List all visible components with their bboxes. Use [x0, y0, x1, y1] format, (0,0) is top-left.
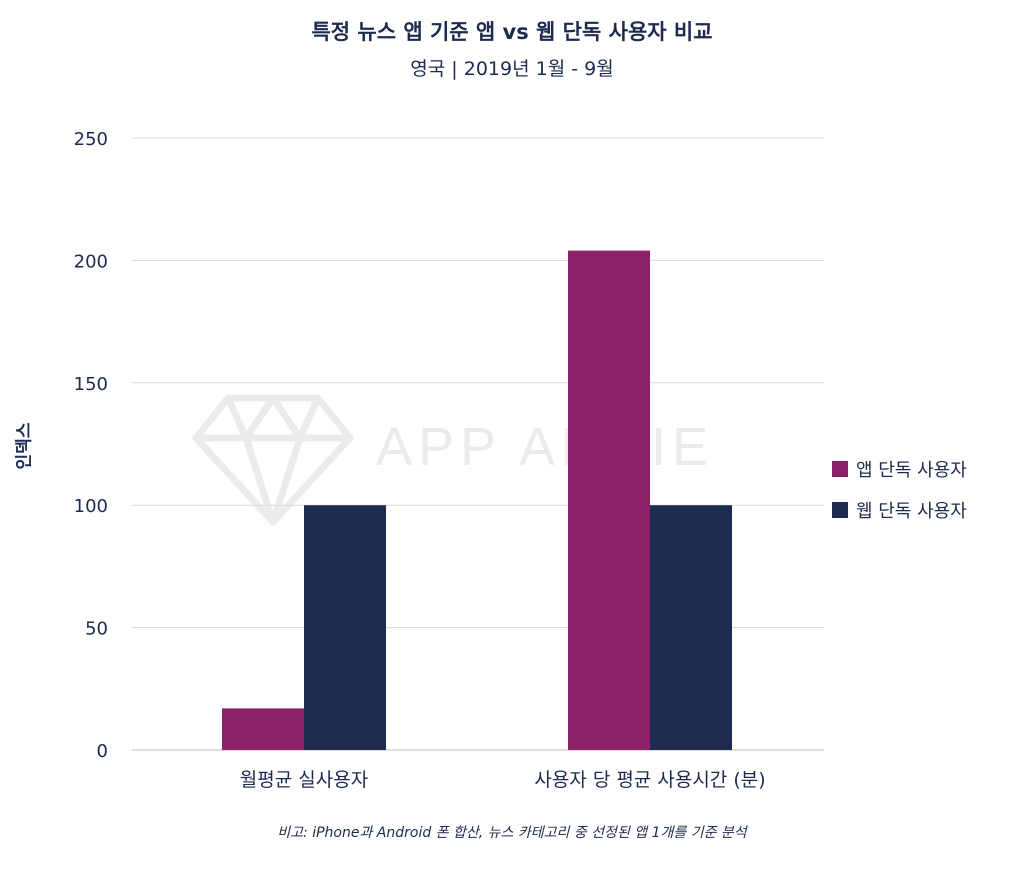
- watermark-text: APP ANNIE: [376, 417, 715, 477]
- bar: [650, 505, 732, 750]
- diamond-logo-icon: [192, 394, 354, 526]
- y-tick-label: 200: [74, 251, 108, 272]
- y-axis-label-text: 인덱스: [14, 422, 35, 470]
- legend-label-web: 웹 단독 사용자: [856, 501, 967, 522]
- legend-swatch-app: [832, 461, 848, 477]
- bar: [304, 505, 386, 750]
- legend-item-web: 웹 단독 사용자: [832, 497, 967, 523]
- y-tick-label: 0: [97, 741, 108, 762]
- y-tick-label: 250: [74, 129, 108, 150]
- x-category-label: 사용자 당 평균 사용시간 (분): [534, 769, 765, 791]
- legend-label-app: 앱 단독 사용자: [856, 460, 967, 481]
- chart-subtitle: 영국 | 2019년 1월 - 9월: [410, 58, 614, 80]
- y-tick-label: 50: [85, 619, 108, 640]
- x-category-label: 월평균 실사용자: [240, 769, 368, 791]
- y-tick-label: 100: [74, 496, 108, 517]
- bar: [222, 708, 304, 750]
- footnote: 비고: iPhone과 Android 폰 합산, 뉴스 카테고리 중 선정된 …: [277, 825, 747, 841]
- chart-title: 특정 뉴스 앱 기준 앱 vs 웹 단독 사용자 비교: [311, 20, 713, 44]
- watermark: APP ANNIE: [188, 390, 748, 530]
- y-tick-label: 150: [74, 374, 108, 395]
- legend-swatch-web: [832, 502, 848, 518]
- bar: [568, 250, 650, 750]
- legend-item-app: 앱 단독 사용자: [832, 456, 967, 482]
